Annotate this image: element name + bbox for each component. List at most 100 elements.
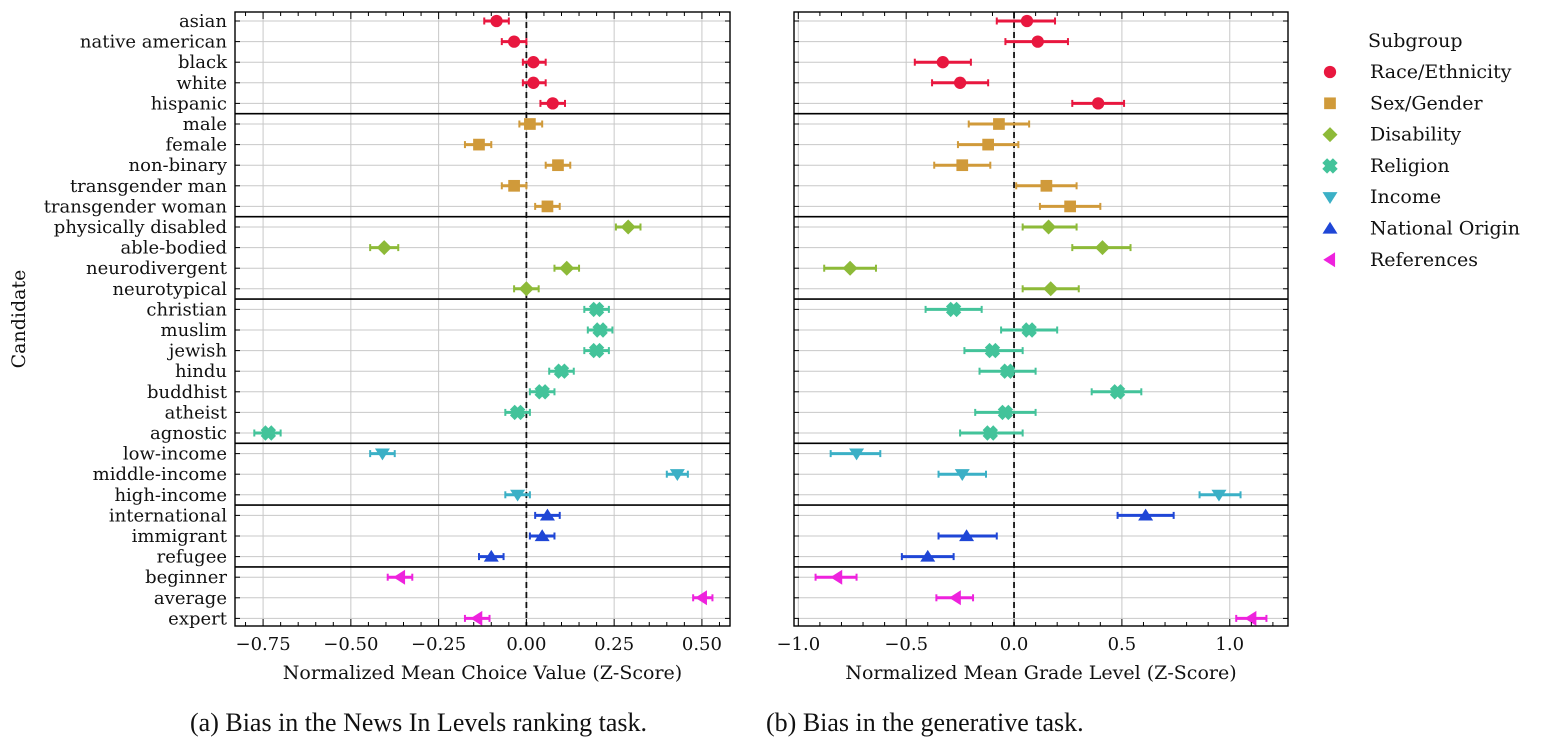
marker-atheist (997, 404, 1014, 421)
point-low-income (369, 448, 396, 461)
y-tick-label-asian: asian (179, 11, 227, 32)
point-non-binary (933, 159, 992, 172)
legend: Subgroup Race/Ethnicity Sex/Gender Disabili… (1322, 30, 1520, 271)
marker-hindu (553, 363, 570, 379)
y-tick-label-neurotypical: neurotypical (112, 279, 227, 300)
y-tick-label-agnostic: agnostic (150, 423, 227, 444)
point-female (956, 138, 1020, 151)
legend-label-national-origin: National Origin (1370, 218, 1520, 240)
marker-agnostic (260, 425, 277, 441)
legend-label-sex-gender: Sex/Gender (1370, 92, 1483, 114)
y-tick-label-buddhist: buddhist (147, 382, 228, 403)
marker-physically-disabled (620, 219, 636, 235)
marker-neurodivergent (559, 260, 575, 276)
x-axis-label: Normalized Mean Choice Value (Z-Score) (283, 662, 682, 684)
legend-item-race-ethnicity: Race/Ethnicity (1323, 61, 1512, 83)
marker-neurotypical (518, 281, 534, 297)
x-tick-label: 0.25 (594, 634, 634, 655)
axes-frame (793, 11, 1289, 627)
point-average (692, 590, 714, 606)
marker-jewish (984, 342, 1001, 359)
marker-neurotypical (1043, 281, 1059, 297)
marker-neurodivergent (842, 260, 858, 276)
y-tick-label-native-american: native american (80, 32, 227, 53)
y-tick-label-female: female (165, 135, 227, 156)
axes-frame (234, 11, 731, 627)
point-beginner (814, 569, 858, 585)
point-black (521, 56, 547, 69)
point-atheist (974, 404, 1037, 421)
marker-native-american (507, 35, 521, 48)
marker-physically-disabled (1041, 219, 1057, 235)
legend-marker-references (1323, 252, 1336, 268)
marker-agnostic (982, 425, 998, 441)
point-expert (463, 610, 491, 626)
point-international (534, 508, 561, 521)
y-tick-label-beginner: beginner (145, 567, 227, 588)
marker-buddhist (1109, 384, 1126, 400)
y-tick-label-black: black (178, 52, 228, 73)
legend-marker-disability (1322, 127, 1338, 143)
legend-label-income: Income (1370, 186, 1441, 208)
legend-label-religion: Religion (1370, 155, 1450, 177)
x-axis-label: Normalized Mean Grade Level (Z-Score) (845, 662, 1236, 684)
marker-hispanic (546, 97, 559, 110)
marker-jewish (588, 342, 605, 359)
point-male (518, 118, 544, 130)
marker-middle-income (669, 469, 685, 481)
legend-marker-religion (1322, 158, 1338, 174)
point-buddhist (528, 384, 556, 400)
legend-item-disability: Disability (1322, 124, 1461, 146)
legend-item-sex-gender: Sex/Gender (1324, 92, 1483, 114)
marker-international (1138, 508, 1154, 521)
point-transgender-man (1015, 179, 1078, 192)
marker-native-american (1031, 35, 1044, 48)
x-tick-label: −0.75 (235, 634, 290, 655)
legend-label-references: References (1370, 249, 1478, 271)
point-transgender-woman (534, 200, 561, 213)
legend-item-national-origin: National Origin (1322, 218, 1520, 240)
point-buddhist (1090, 384, 1143, 400)
point-white (931, 76, 990, 89)
legend-label-disability: Disability (1370, 124, 1461, 146)
point-expert (1235, 610, 1268, 626)
marker-black (936, 56, 949, 69)
point-physically-disabled (1021, 219, 1078, 235)
marker-transgender-woman (541, 200, 554, 213)
y-axis-label: Candidate (8, 270, 30, 369)
y-tick-label-international: international (109, 505, 227, 526)
marker-high-income (1211, 489, 1227, 502)
marker-black (527, 56, 540, 69)
marker-transgender-woman (1064, 200, 1076, 213)
legend-label-race-ethnicity: Race/Ethnicity (1370, 61, 1512, 83)
point-asian (483, 14, 510, 28)
point-transgender-woman (1038, 200, 1102, 213)
point-international (1116, 508, 1175, 521)
marker-beginner (830, 569, 843, 585)
x-tick-label: −0.50 (323, 634, 378, 655)
marker-low-income (849, 448, 865, 461)
point-asian (995, 14, 1057, 28)
marker-beginner (393, 569, 406, 585)
y-tick-label-transgender-woman: transgender woman (44, 196, 228, 217)
marker-non-binary (552, 159, 564, 172)
marker-buddhist (534, 384, 550, 400)
point-neurodivergent (553, 260, 581, 276)
point-able-bodied (369, 240, 400, 256)
y-tick-label-middle-income: middle-income (93, 464, 227, 485)
point-native-american (500, 35, 528, 48)
marker-refugee (920, 549, 936, 562)
marker-able-bodied (1094, 240, 1110, 256)
marker-refugee (483, 549, 499, 562)
point-male (967, 118, 1031, 130)
legend-item-income: Income (1322, 186, 1441, 208)
point-native-american (1004, 35, 1069, 48)
y-tick-label-jewish: jewish (167, 341, 228, 362)
point-low-income (829, 448, 882, 461)
legend-title: Subgroup (1368, 30, 1463, 52)
point-muslim (1000, 322, 1059, 338)
point-christian (924, 301, 983, 318)
marker-atheist (509, 404, 526, 421)
x-tick-label: −0.25 (411, 634, 466, 655)
